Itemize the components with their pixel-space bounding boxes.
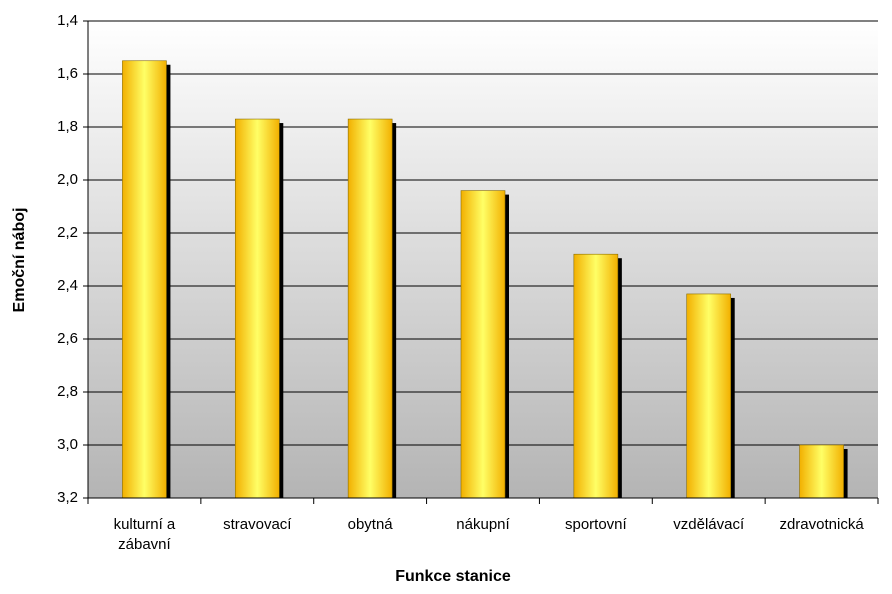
y-tick-label: 1,8	[57, 118, 78, 135]
y-tick-label: 1,4	[57, 12, 78, 29]
x-tick-label: vzdělávací	[673, 516, 745, 533]
bar	[799, 444, 844, 499]
x-tick-label: obytná	[347, 516, 393, 533]
y-axis-title: Emoční náboj	[11, 208, 28, 313]
bar	[234, 118, 280, 499]
x-tick-label: stravovací	[223, 516, 292, 533]
y-tick-label: 3,0	[57, 436, 78, 453]
bar	[122, 60, 167, 499]
bar	[686, 293, 732, 499]
y-tick-label: 2,2	[57, 224, 78, 241]
y-tick-label: 2,4	[57, 277, 78, 294]
bar	[460, 190, 506, 499]
y-tick-label: 1,6	[57, 65, 78, 82]
y-tick-label: 3,2	[57, 489, 78, 506]
bar	[573, 253, 619, 499]
y-tick-label: 2,6	[57, 330, 78, 347]
y-tick-label: 2,0	[57, 171, 78, 188]
x-tick-label: nákupní	[456, 516, 510, 533]
x-axis-title: Funkce stanice	[395, 568, 511, 585]
x-tick-label: kulturní a zábavní	[113, 516, 176, 553]
x-tick-label: zdravotnická	[779, 516, 864, 533]
x-tick-label: sportovní	[564, 516, 627, 533]
y-tick-label: 2,8	[57, 383, 78, 400]
bar	[347, 118, 393, 499]
